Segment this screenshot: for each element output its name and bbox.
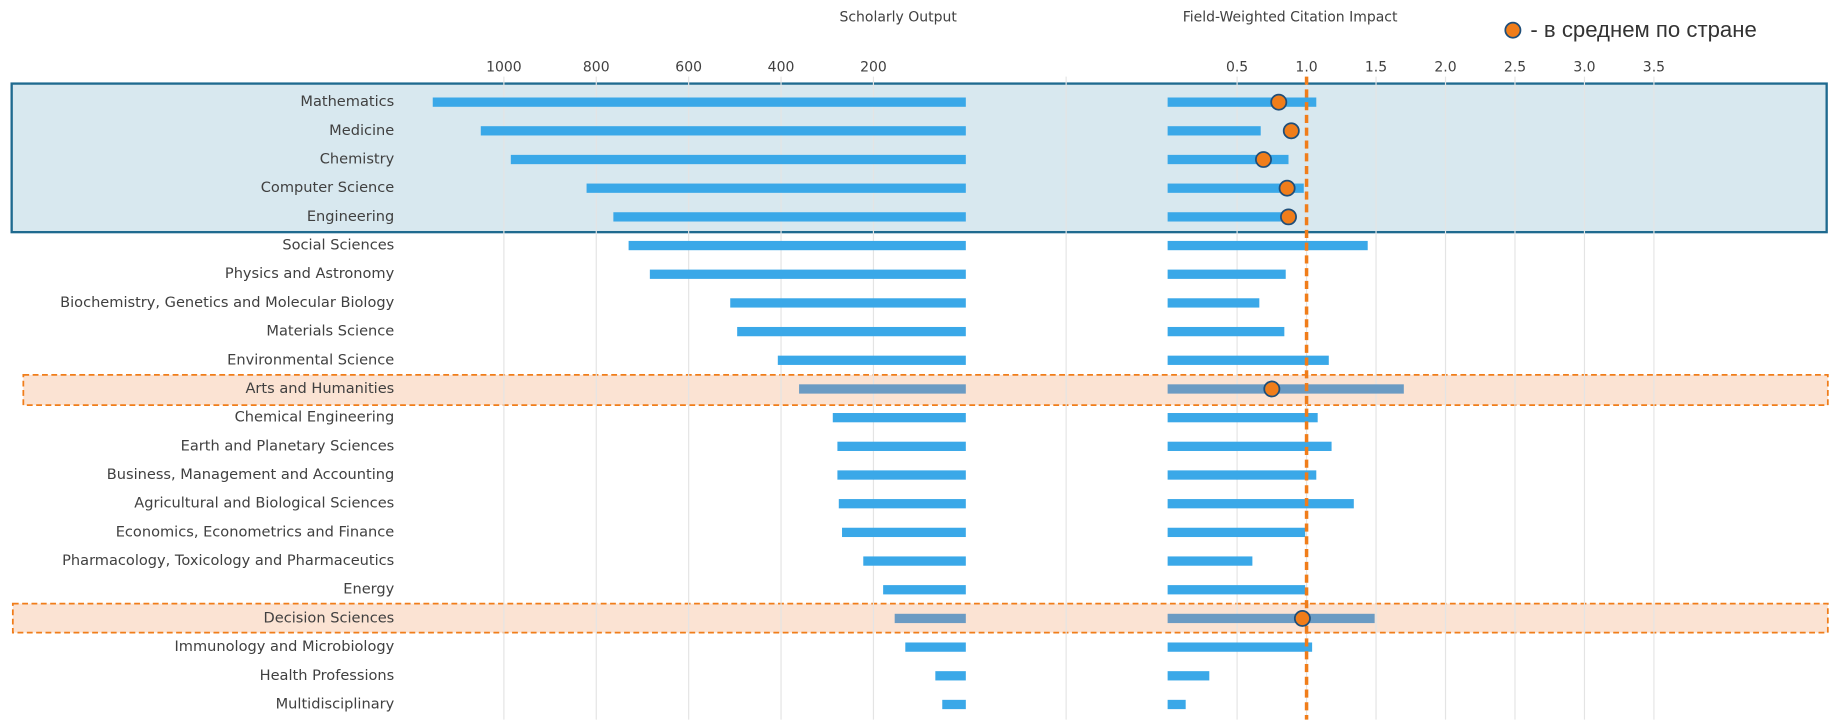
- bar: [586, 183, 966, 193]
- x-tick-label: 1.0: [1295, 59, 1317, 75]
- bar: [1167, 585, 1306, 595]
- x-tick-label: 1.5: [1365, 59, 1387, 75]
- bar: [832, 413, 966, 423]
- bar: [894, 613, 966, 624]
- category-label: Chemistry: [320, 152, 395, 168]
- bar: [777, 355, 966, 365]
- x-tick-label: 400: [768, 59, 795, 75]
- bar: [1167, 613, 1375, 624]
- bar: [480, 126, 966, 136]
- bar: [1167, 699, 1186, 710]
- category-label: Agricultural and Biological Sciences: [134, 496, 394, 512]
- category-label: Medicine: [329, 123, 394, 139]
- bar: [1167, 527, 1306, 538]
- legend-label: - в среднем по стране: [1530, 17, 1756, 42]
- category-label: Social Sciences: [282, 238, 394, 254]
- category-label: Arts and Humanities: [245, 381, 394, 397]
- bar: [905, 642, 966, 652]
- bar: [1167, 642, 1313, 652]
- bar: [510, 154, 966, 165]
- bar: [837, 441, 966, 451]
- x-tick-label: 600: [675, 59, 702, 75]
- category-label: Economics, Econometrics and Finance: [116, 524, 395, 540]
- bar: [1167, 441, 1332, 451]
- category-label: Decision Sciences: [264, 610, 395, 626]
- average-dot: [1270, 93, 1288, 111]
- legend-dot: [1504, 21, 1522, 39]
- x-tick-label: 3.0: [1573, 59, 1595, 75]
- category-label: Health Professions: [260, 668, 395, 684]
- bar: [837, 470, 966, 480]
- bar: [1167, 326, 1285, 337]
- bar: [1167, 355, 1329, 365]
- bar: [649, 269, 966, 279]
- bar: [1167, 97, 1317, 107]
- average-dot: [1293, 610, 1311, 627]
- bar: [1167, 240, 1368, 251]
- bar: [1167, 671, 1210, 681]
- x-tick-label: 1000: [486, 59, 522, 75]
- bar: [730, 298, 966, 308]
- x-tick-label: 200: [860, 59, 887, 75]
- x-tick-label: 2.5: [1504, 59, 1526, 75]
- bar: [942, 699, 966, 710]
- bar: [1167, 413, 1318, 423]
- category-label: Pharmacology, Toxicology and Pharmaceuti…: [62, 553, 394, 569]
- bar: [842, 527, 966, 538]
- panel-title: Scholarly Output: [839, 9, 957, 25]
- x-tick-label: 0.5: [1226, 59, 1248, 75]
- bar: [1167, 499, 1354, 509]
- bar: [432, 97, 966, 107]
- bar: [1167, 384, 1404, 394]
- x-tick-label: 2.0: [1434, 59, 1456, 75]
- bar: [1167, 470, 1317, 480]
- bar: [863, 556, 966, 566]
- category-label: Mathematics: [300, 94, 394, 110]
- bar: [1167, 126, 1261, 136]
- bar: [613, 212, 966, 222]
- category-label: Environmental Science: [227, 352, 394, 368]
- bar: [1167, 556, 1253, 566]
- average-dot: [1263, 380, 1281, 398]
- category-label: Multidisciplinary: [276, 697, 395, 713]
- bar: [737, 326, 966, 337]
- category-label: Physics and Astronomy: [225, 266, 395, 282]
- bar: [1167, 183, 1304, 193]
- category-label: Biochemistry, Genetics and Molecular Bio…: [60, 295, 395, 311]
- bar: [1167, 154, 1289, 165]
- category-label: Immunology and Microbiology: [174, 639, 394, 655]
- average-dot: [1280, 208, 1297, 226]
- average-dot: [1255, 151, 1272, 168]
- average-dot: [1282, 122, 1300, 140]
- category-label: Engineering: [307, 209, 394, 225]
- category-label: Earth and Planetary Sciences: [181, 438, 395, 454]
- bar: [1167, 269, 1286, 279]
- category-label: Business, Management and Accounting: [107, 467, 394, 483]
- x-tick-label: 3.5: [1643, 59, 1665, 75]
- category-label: Chemical Engineering: [235, 410, 395, 426]
- category-label: Energy: [343, 582, 394, 598]
- bar: [1167, 212, 1289, 222]
- average-dot: [1278, 179, 1296, 197]
- x-tick-label: 800: [583, 59, 610, 75]
- bar: [1167, 298, 1260, 308]
- category-label: Computer Science: [261, 180, 395, 196]
- bar: [628, 240, 966, 251]
- bar: [799, 384, 966, 394]
- panel-title: Field-Weighted Citation Impact: [1183, 9, 1398, 25]
- bar: [838, 499, 966, 509]
- bar: [935, 671, 966, 681]
- bar: [883, 585, 966, 595]
- category-label: Materials Science: [266, 324, 394, 340]
